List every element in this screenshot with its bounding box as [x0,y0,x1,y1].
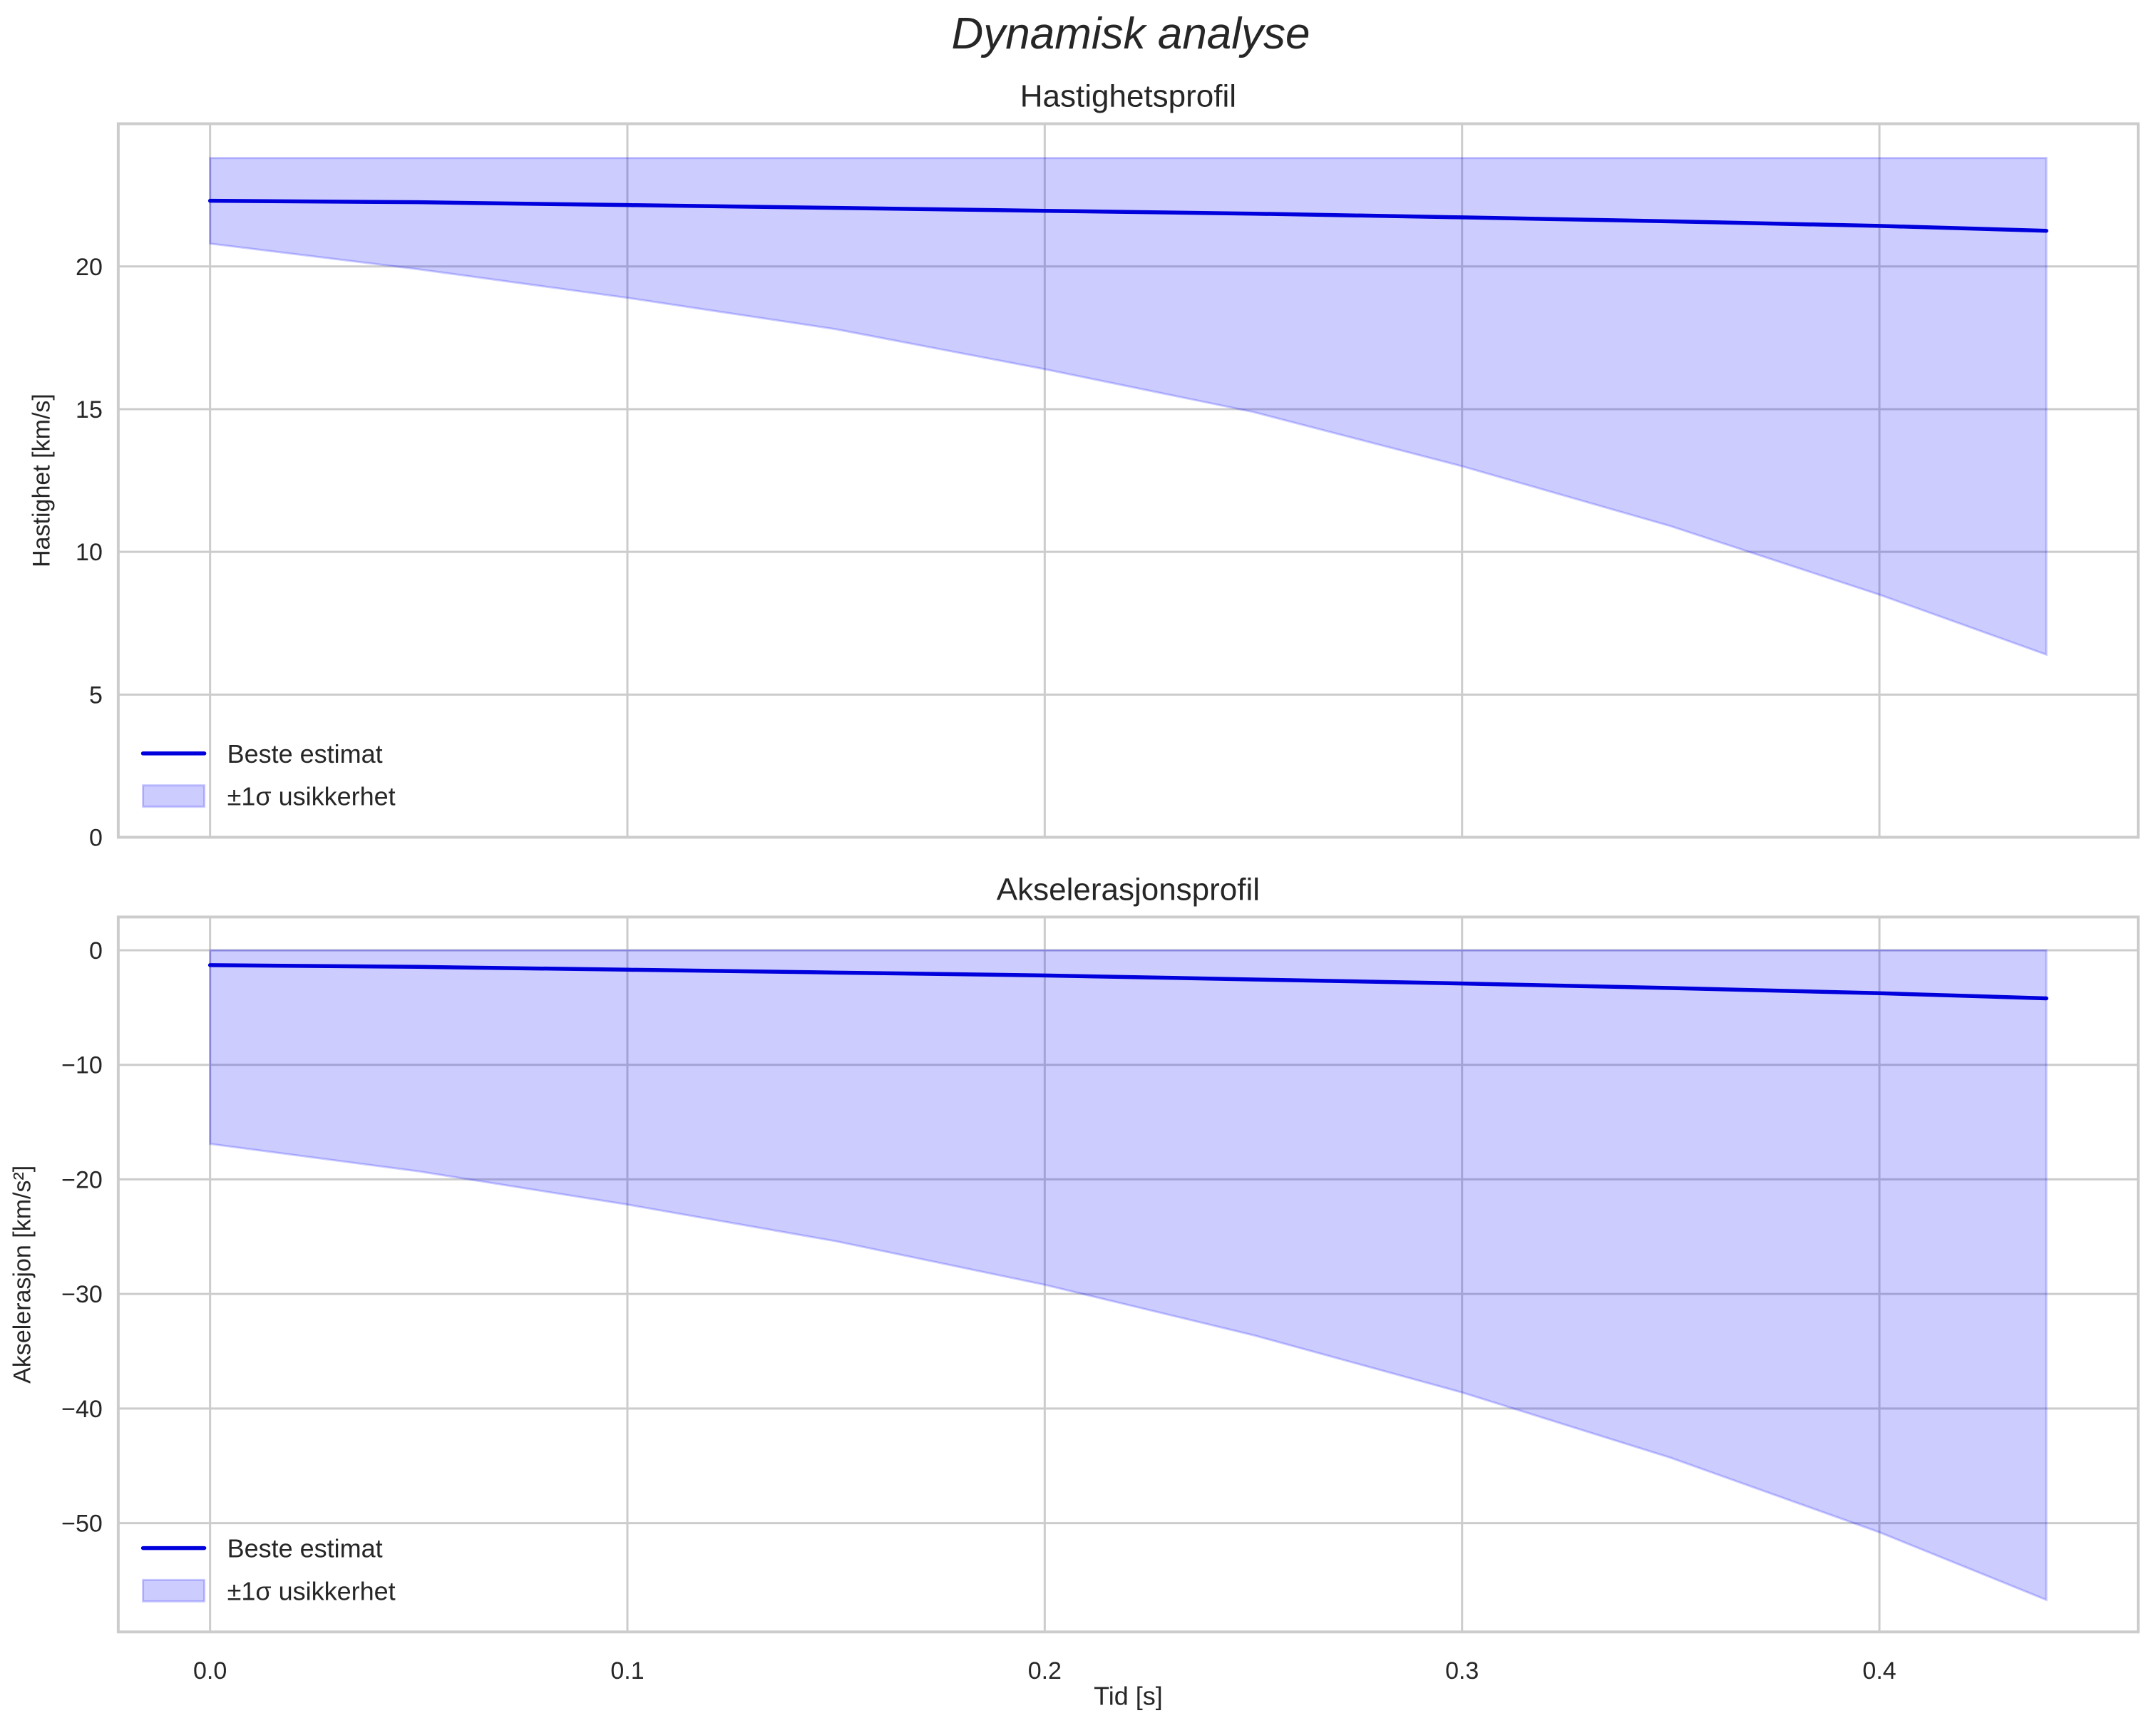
x-tick-label: 0.0 [193,1657,227,1685]
legend-band-swatch [142,784,206,808]
y-tick-label: −40 [61,1396,103,1423]
best-estimate-line [207,963,2048,1001]
acceleration-tick-labels: 0.0 0.1 0.2 0.3 0.4 0 −10 −20 −30 −40 −50 [61,937,1896,1685]
y-tick-label: −50 [61,1511,103,1538]
uncertainty-band [209,949,2048,1602]
y-tick-label: 5 [89,682,103,709]
uncertainty-band [209,157,2048,657]
acceleration-axes-title: Akselerasjonsprofil [997,872,1260,907]
y-tick-label: 0 [89,937,103,965]
acceleration-plot-area [207,949,2048,1602]
x-axis-label: Tid [s] [1094,1681,1163,1710]
y-tick-label: 15 [76,396,103,423]
velocity-axes-frame [116,122,2140,839]
legend-label-uncertainty: ±1σ usikkerhet [227,782,396,811]
velocity-tick-labels: 0 5 10 15 20 [76,254,103,852]
acceleration-axes: Akselerasjonsprofil Akselerasjon [km/s²]… [9,872,2140,1710]
acceleration-legend: Beste estimat ±1σ usikkerhet [140,1534,396,1605]
velocity-axes-title: Hastighetsprofil [1020,79,1236,114]
x-tick-label: 0.4 [1862,1657,1896,1685]
velocity-y-axis-label: Hastighet [km/s] [28,394,55,567]
y-tick-label: −20 [61,1166,103,1193]
acceleration-grid [118,917,2138,1632]
y-tick-label: −30 [61,1281,103,1308]
y-tick-label: 0 [89,825,103,852]
legend-label-best-estimate: Beste estimat [227,739,383,768]
velocity-plot-area [207,157,2048,657]
y-tick-label: 10 [76,539,103,566]
x-tick-label: 0.1 [610,1657,644,1685]
acceleration-y-axis-label: Akselerasjon [km/s²] [9,1166,36,1384]
legend-label-uncertainty: ±1σ usikkerhet [227,1576,396,1605]
figure-suptitle: Dynamisk analyse [951,9,1310,58]
y-tick-label: −10 [61,1052,103,1079]
x-tick-label: 0.3 [1445,1657,1479,1685]
legend-label-best-estimate: Beste estimat [227,1534,383,1563]
y-tick-label: 20 [76,254,103,281]
legend-band-swatch [142,1578,206,1603]
acceleration-axes-frame [116,915,2140,1634]
velocity-legend: Beste estimat ±1σ usikkerhet [140,739,396,811]
x-tick-label: 0.2 [1028,1657,1062,1685]
velocity-axes: Hastighetsprofil Hastighet [km/s] 0 5 10 15… [28,79,2140,852]
best-estimate-line [207,198,2048,233]
